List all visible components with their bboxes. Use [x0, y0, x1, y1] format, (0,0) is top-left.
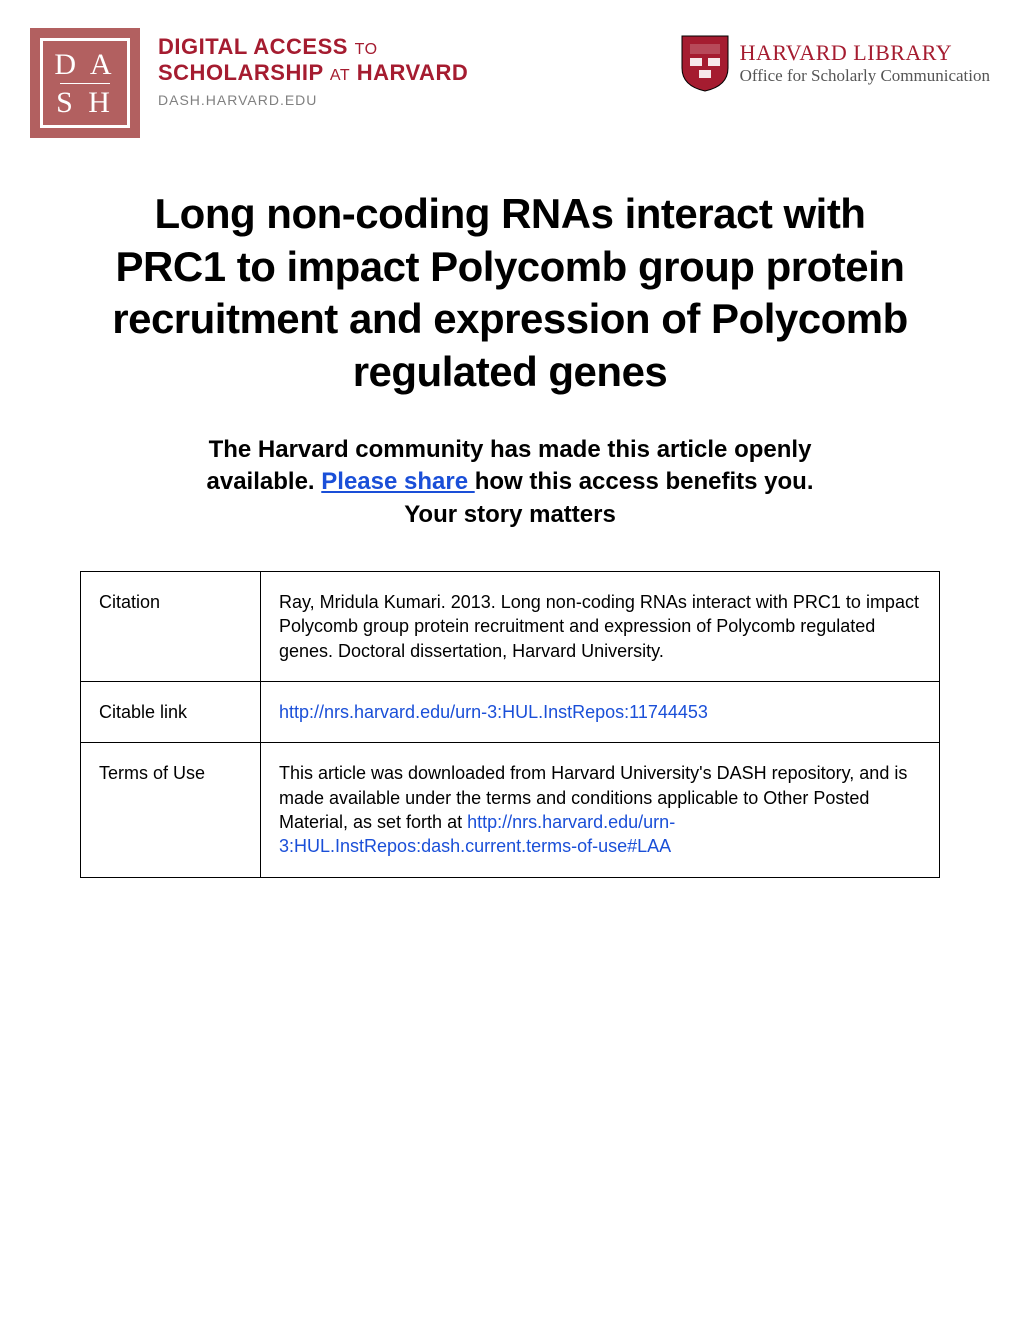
- dash-line1: DIGITAL ACCESS TO: [158, 34, 468, 60]
- please-share-link[interactable]: Please share: [321, 468, 474, 495]
- dash-line2-strong: SCHOLARSHIP: [158, 60, 323, 85]
- terms-label: Terms of Use: [81, 743, 261, 877]
- harvard-library-line1: HARVARD LIBRARY: [740, 40, 990, 66]
- page-title: Long non-coding RNAs interact with PRC1 …: [0, 148, 1020, 418]
- table-row: Citation Ray, Mridula Kumari. 2013. Long…: [81, 572, 940, 682]
- citable-link[interactable]: http://nrs.harvard.edu/urn-3:HUL.InstRep…: [279, 702, 708, 722]
- citation-label: Citation: [81, 572, 261, 682]
- citation-value: Ray, Mridula Kumari. 2013. Long non-codi…: [261, 572, 940, 682]
- dash-line2: SCHOLARSHIP AT HARVARD: [158, 60, 468, 86]
- citable-link-label: Citable link: [81, 682, 261, 743]
- metadata-table: Citation Ray, Mridula Kumari. 2013. Long…: [80, 571, 940, 877]
- dash-logo: D A S H: [30, 28, 140, 138]
- dash-line2-small: AT: [330, 67, 350, 84]
- dash-logo-letters: D A S H: [40, 38, 130, 128]
- citable-link-cell: http://nrs.harvard.edu/urn-3:HUL.InstRep…: [261, 682, 940, 743]
- harvard-library-text: HARVARD LIBRARY Office for Scholarly Com…: [740, 40, 990, 86]
- dash-logo-row1: D A: [54, 48, 115, 81]
- dash-logo-row2: S H: [56, 86, 114, 119]
- dash-url: DASH.HARVARD.EDU: [158, 92, 468, 108]
- table-row: Citable link http://nrs.harvard.edu/urn-…: [81, 682, 940, 743]
- dash-logo-divider: [60, 83, 110, 84]
- terms-cell: This article was downloaded from Harvard…: [261, 743, 940, 877]
- harvard-shield-icon: [680, 34, 730, 92]
- subtitle: The Harvard community has made this arti…: [0, 418, 1020, 561]
- dash-line2-strong2: HARVARD: [357, 60, 468, 85]
- header: D A S H DIGITAL ACCESS TO SCHOLARSHIP AT…: [0, 0, 1020, 148]
- dash-line1-small: TO: [355, 41, 378, 58]
- dash-logo-block: D A S H DIGITAL ACCESS TO SCHOLARSHIP AT…: [30, 28, 468, 138]
- harvard-library-block: HARVARD LIBRARY Office for Scholarly Com…: [680, 28, 990, 92]
- harvard-library-line2: Office for Scholarly Communication: [740, 66, 990, 86]
- dash-line1-strong: DIGITAL ACCESS: [158, 34, 348, 59]
- dash-text: DIGITAL ACCESS TO SCHOLARSHIP AT HARVARD…: [158, 28, 468, 108]
- table-row: Terms of Use This article was downloaded…: [81, 743, 940, 877]
